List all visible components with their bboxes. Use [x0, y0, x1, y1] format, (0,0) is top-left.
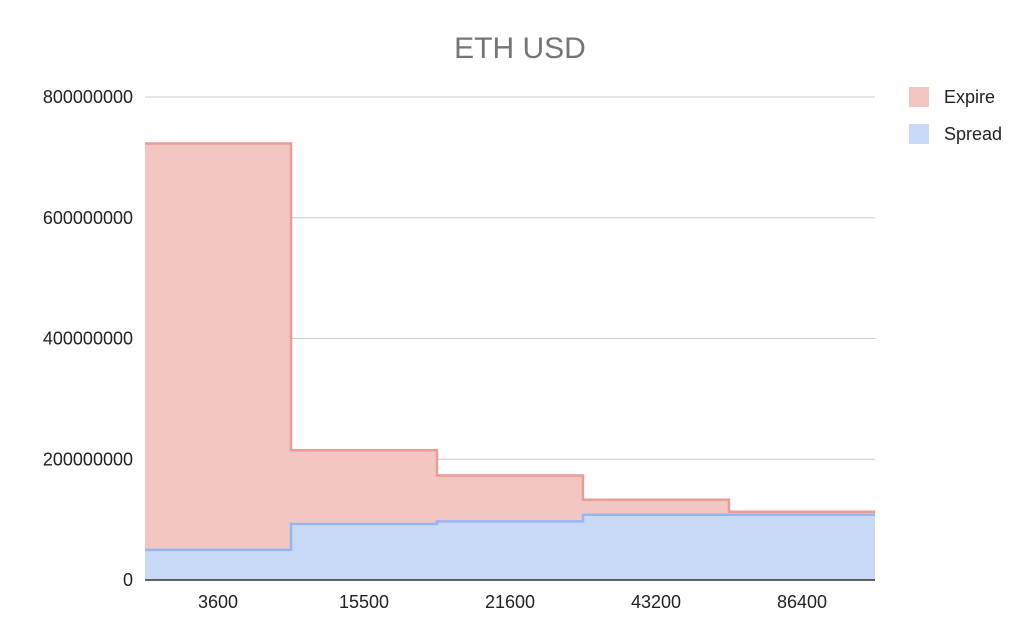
x-tick-label: 15500 — [339, 592, 389, 612]
series-areas — [145, 142, 875, 580]
x-tick-label: 43200 — [631, 592, 681, 612]
axes: 0 200000000 400000000 600000000 800000000 360… — [43, 87, 875, 612]
series-area-spread[interactable] — [145, 514, 875, 580]
series-area-expire[interactable] — [145, 143, 875, 550]
y-tick-label: 200000000 — [43, 449, 133, 469]
x-tick-label: 86400 — [777, 592, 827, 612]
y-tick-label: 600000000 — [43, 208, 133, 228]
series-line-spread — [145, 513, 875, 552]
chart-title: ETH USD — [454, 32, 586, 65]
legend-label-expire: Expire — [944, 87, 995, 107]
y-tick-label: 0 — [123, 570, 133, 590]
x-tick-label: 21600 — [485, 592, 535, 612]
x-tick-label: 3600 — [198, 592, 238, 612]
legend-swatch-expire — [909, 87, 929, 107]
legend-swatch-spread — [909, 124, 929, 144]
legend-item-expire[interactable]: Expire — [909, 87, 995, 107]
legend-item-spread[interactable]: Spread — [909, 124, 1002, 144]
series-line-expire — [145, 142, 875, 514]
y-tick-label: 400000000 — [43, 329, 133, 349]
y-tick-label: 800000000 — [43, 87, 133, 107]
legend: Expire Spread — [909, 87, 1002, 144]
legend-label-spread: Spread — [944, 124, 1002, 144]
